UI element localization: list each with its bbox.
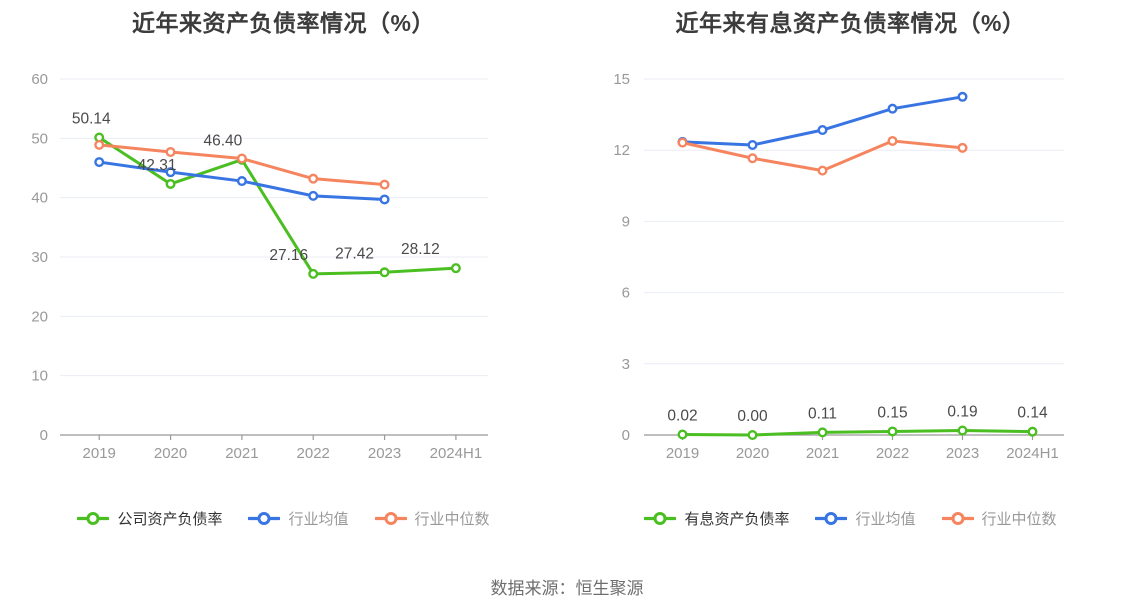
charts-row: 近年来资产负债率情况（%） 0 10 20 30 40 50 60 2019 2020 2021 2… <box>0 0 1134 560</box>
x-axis-tick-label: 2023 <box>946 445 979 462</box>
x-axis-tick-label: 2019 <box>83 445 116 462</box>
data-label: 42.31 <box>138 157 177 174</box>
y-axis-tick-label: 60 <box>31 71 48 88</box>
data-label: 28.12 <box>401 241 440 258</box>
legend-item-industry-avg[interactable]: 行业均值 <box>815 508 916 529</box>
y-axis-tick-label: 10 <box>31 368 48 385</box>
series-industry-avg-point[interactable] <box>887 103 898 114</box>
legend-label: 行业均值 <box>855 511 916 528</box>
series-industry-median-point[interactable] <box>747 153 758 164</box>
series-company-point[interactable] <box>1027 426 1038 437</box>
data-label: 0.11 <box>808 405 837 422</box>
x-axis-tick-label: 2021 <box>806 445 839 462</box>
y-axis-tick-label: 40 <box>31 190 48 207</box>
series-industry-median-point[interactable] <box>957 142 968 153</box>
series-industry-median-point[interactable] <box>236 153 247 164</box>
data-label: 0.02 <box>667 408 697 425</box>
series-company-point[interactable] <box>817 427 828 438</box>
data-label: 27.16 <box>269 247 308 264</box>
data-label: 46.40 <box>204 133 243 150</box>
data-source-note: 数据来源：恒生聚源 <box>490 579 644 598</box>
legend: 有息资产负债率 行业均值 行业中位数 <box>567 508 1134 529</box>
chart-title: 近年来有息资产负债率情况（%） <box>675 10 1026 36</box>
legend-line-marker-icon <box>374 512 407 525</box>
data-label: 0.00 <box>737 408 768 425</box>
series-industry-median-point[interactable] <box>379 179 390 190</box>
legend-item-industry-avg[interactable]: 行业均值 <box>248 508 349 529</box>
series-industry-avg-point[interactable] <box>236 176 247 187</box>
y-axis-tick-label: 12 <box>613 142 630 159</box>
y-axis-tick-label: 50 <box>31 130 48 147</box>
x-axis-tick-label: 2022 <box>876 445 909 462</box>
series-industry-avg-point[interactable] <box>94 157 105 168</box>
y-axis-tick-label: 0 <box>40 427 48 444</box>
series-company-point[interactable] <box>887 426 898 437</box>
chart-asset-liability-ratio: 近年来资产负债率情况（%） 0 10 20 30 40 50 60 2019 2020 2021 2… <box>0 0 567 560</box>
data-label: 27.42 <box>335 245 374 262</box>
legend-item-industry-median[interactable]: 行业中位数 <box>374 508 490 529</box>
x-axis-tick-label: 2020 <box>154 445 187 462</box>
series-industry-median-point[interactable] <box>165 146 176 157</box>
data-label: 0.14 <box>1017 405 1048 422</box>
y-axis-tick-label: 15 <box>613 71 630 88</box>
legend-label: 有息资产负债率 <box>684 511 790 528</box>
legend-line-marker-icon <box>644 512 677 525</box>
series-industry-avg-point[interactable] <box>379 194 390 205</box>
y-axis-tick-label: 3 <box>622 356 630 373</box>
series-industry-avg-point[interactable] <box>817 125 828 136</box>
series-company-point[interactable] <box>308 268 319 279</box>
chart-title: 近年来资产负债率情况（%） <box>132 10 435 36</box>
series-company-line[interactable] <box>681 428 1034 437</box>
series-company-point[interactable] <box>450 263 461 274</box>
legend-line-marker-icon <box>77 512 110 525</box>
data-label: 0.15 <box>877 404 907 421</box>
y-axis-tick-label: 30 <box>31 249 48 266</box>
legend-line-marker-icon <box>815 512 848 525</box>
x-axis-tick-label: 2022 <box>297 445 330 462</box>
series-industry-avg-point[interactable] <box>957 91 968 102</box>
interest-bearing-plot[interactable]: 0 3 6 9 12 15 2019 2020 2021 2022 2023 2024H1 0.02 0.… <box>567 0 1134 490</box>
y-axis-tick-label: 0 <box>622 427 630 444</box>
series-industry-avg-line[interactable] <box>681 95 964 147</box>
legend-line-marker-icon <box>941 512 974 525</box>
series-industry-median-point[interactable] <box>887 135 898 146</box>
series-industry-avg-point[interactable] <box>747 139 758 150</box>
legend-label: 公司资产负债率 <box>117 511 223 528</box>
series-industry-median-point[interactable] <box>308 173 319 184</box>
series-industry-median-point[interactable] <box>94 139 105 150</box>
data-label: 50.14 <box>72 111 111 128</box>
legend-item-company[interactable]: 公司资产负债率 <box>77 508 222 529</box>
legend-label: 行业中位数 <box>981 511 1057 528</box>
x-axis-tick-label: 2020 <box>736 445 769 462</box>
x-axis-tick-label: 2021 <box>225 445 258 462</box>
x-axis-tick-label: 2024H1 <box>430 445 483 462</box>
series-industry-median-point[interactable] <box>817 165 828 176</box>
legend-label: 行业均值 <box>288 511 349 528</box>
series-company-point[interactable] <box>747 430 758 441</box>
legend-label: 行业中位数 <box>414 511 490 528</box>
x-axis-tick-label: 2023 <box>368 445 401 462</box>
series-industry-avg-point[interactable] <box>165 167 176 178</box>
legend: 公司资产负债率 行业均值 行业中位数 <box>0 508 567 529</box>
series-company-line[interactable] <box>97 136 458 276</box>
legend-item-industry-median[interactable]: 行业中位数 <box>941 508 1057 529</box>
legend-item-company[interactable]: 有息资产负债率 <box>644 508 789 529</box>
y-axis-tick-label: 6 <box>622 285 630 302</box>
series-company-point[interactable] <box>957 425 968 436</box>
chart-interest-bearing-ratio: 近年来有息资产负债率情况（%） 0 3 6 9 12 15 2019 2020 2021 2022… <box>567 0 1134 560</box>
series-company-point[interactable] <box>379 267 390 278</box>
series-industry-avg-point[interactable] <box>308 190 319 201</box>
x-axis-tick-label: 2024H1 <box>1006 445 1059 462</box>
y-axis-tick-label: 9 <box>622 213 630 230</box>
asset-liability-plot[interactable]: 0 10 20 30 40 50 60 2019 2020 2021 2022 2023 2024H1 5… <box>0 0 567 490</box>
series-industry-median-point[interactable] <box>677 137 688 148</box>
x-axis-tick-label: 2019 <box>666 445 699 462</box>
legend-line-marker-icon <box>248 512 281 525</box>
y-axis-tick-label: 20 <box>31 308 48 325</box>
series-company-point[interactable] <box>677 429 688 440</box>
data-label: 0.19 <box>947 403 977 420</box>
series-company-point[interactable] <box>165 178 176 189</box>
